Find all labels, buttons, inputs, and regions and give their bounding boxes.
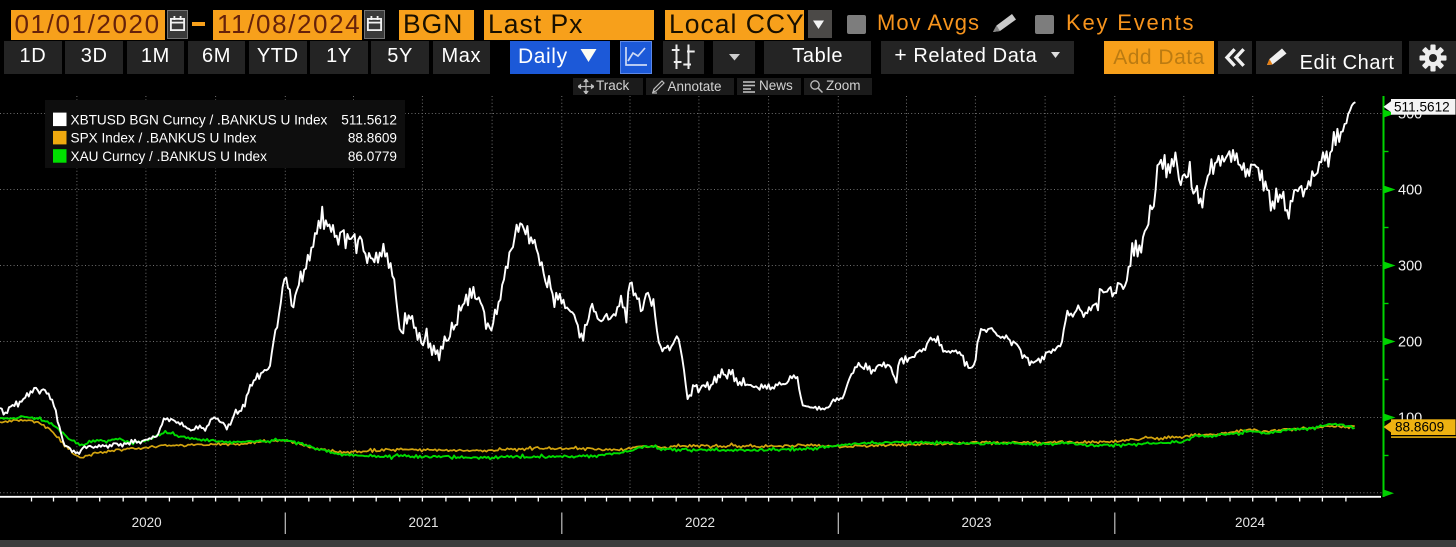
svg-text:2020: 2020 [132,515,162,530]
svg-text:2023: 2023 [961,515,991,530]
svg-text:XBTUSD BGN Curncy / .BANKUS U: XBTUSD BGN Curncy / .BANKUS U Index [71,112,328,127]
svg-text:300: 300 [1398,259,1422,275]
svg-text:2024: 2024 [1235,515,1266,530]
svg-text:SPX Index / .BANKUS U Index: SPX Index / .BANKUS U Index [71,131,257,146]
svg-text:511.5612: 511.5612 [1394,99,1450,114]
svg-text:2022: 2022 [685,515,715,530]
svg-text:86.0779: 86.0779 [348,149,397,164]
svg-text:2021: 2021 [408,515,438,530]
svg-text:200: 200 [1398,335,1422,351]
svg-text:XAU Curncy / .BANKUS U Index: XAU Curncy / .BANKUS U Index [71,149,268,164]
svg-text:400: 400 [1398,183,1422,199]
svg-text:88.8609: 88.8609 [348,131,397,146]
svg-text:88.8609: 88.8609 [1395,420,1444,435]
svg-text:511.5612: 511.5612 [341,112,397,127]
